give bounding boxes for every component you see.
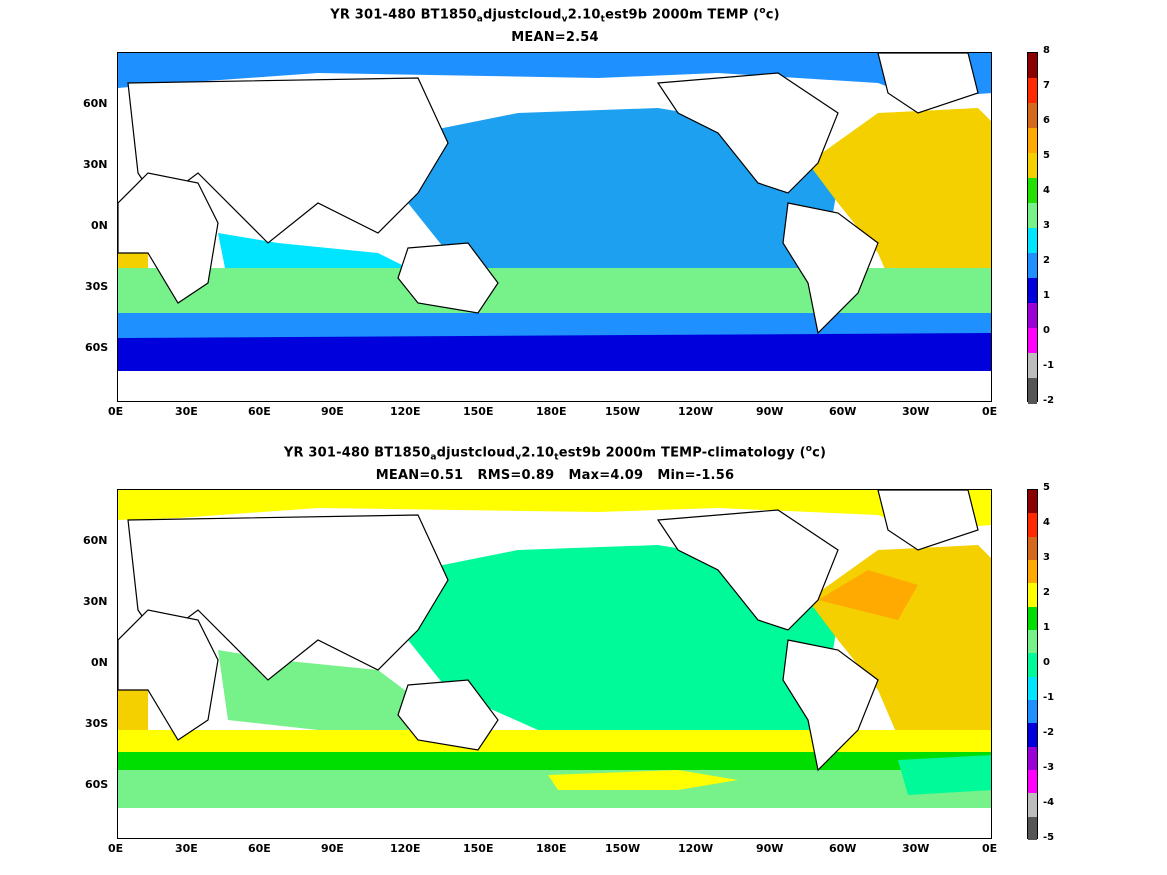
bottom-colorbar-segment [1028,630,1037,654]
bottom-x-tick: 60E [248,842,271,855]
top-colorbar-segment [1028,103,1037,129]
bottom-x-tick: 90W [756,842,784,855]
top-x-tick: 30E [175,405,198,418]
bottom-x-tick: 30E [175,842,198,855]
top-map-panel [117,52,992,402]
bottom-colorbar-label: -3 [1043,762,1055,773]
top-colorbar-segment [1028,128,1037,154]
top-colorbar [1027,52,1038,404]
top-colorbar-segment [1028,328,1037,354]
bottom-y-tick-60s: 60S [85,778,109,791]
bottom-colorbar-segment [1028,746,1037,771]
top-x-tick: 150W [605,405,641,418]
top-x-tick: 180E [536,405,567,418]
top-colorbar-label: 3 [1043,220,1050,231]
top-colorbar-segment [1028,353,1037,379]
top-y-tick-60s: 60S [85,341,109,354]
top-colorbar-label: 0 [1043,325,1050,336]
top-colorbar-label: -1 [1043,360,1055,371]
bottom-x-tick: 90E [321,842,344,855]
top-colorbar-label: 7 [1043,80,1050,91]
top-x-tick: 0E [108,405,124,418]
bottom-map-panel [117,489,992,839]
bottom-colorbar-segment [1028,560,1037,584]
bottom-x-tick: 0E [982,842,998,855]
bottom-x-tick: 120W [678,842,714,855]
top-colorbar-label: 2 [1043,255,1050,266]
bottom-y-tick-0n: 0N [91,656,108,669]
bottom-x-tick: 60W [829,842,857,855]
bottom-colorbar-segment [1028,793,1037,818]
bottom-colorbar-label: 3 [1043,552,1050,563]
bottom-y-tick-30s: 30S [85,717,109,730]
bottom-colorbar-segment [1028,536,1037,561]
bottom-colorbar-segment [1028,723,1037,748]
bottom-colorbar-label: 5 [1043,482,1050,493]
bottom-colorbar-label: 2 [1043,587,1050,598]
top-x-tick: 120E [390,405,421,418]
top-colorbar-segment [1028,178,1037,204]
top-y-tick-30s: 30S [85,280,109,293]
bottom-x-tick: 120E [390,842,421,855]
bottom-colorbar-segment [1028,606,1037,631]
bottom-colorbar [1027,489,1038,841]
top-x-tick: 60W [829,405,857,418]
bottom-colorbar-label: -5 [1043,832,1055,843]
top-x-tick: 30W [902,405,930,418]
top-x-tick: 0E [982,405,998,418]
bottom-x-tick: 150E [463,842,494,855]
bottom-x-tick: 150W [605,842,641,855]
top-map-title: YR 301-480 BT1850adjustcloudv2.10test9b … [330,6,780,25]
bottom-x-tick: 180E [536,842,567,855]
bottom-colorbar-segment [1028,816,1037,841]
bottom-colorbar-label: 1 [1043,622,1050,633]
top-colorbar-label: 8 [1043,45,1050,56]
top-x-tick: 60E [248,405,271,418]
top-y-tick-0n: 0N [91,219,108,232]
top-x-tick: 120W [678,405,714,418]
bottom-colorbar-segment [1028,513,1037,538]
top-colorbar-segment [1028,278,1037,304]
top-colorbar-label: 4 [1043,185,1050,196]
bottom-colorbar-segment [1028,770,1037,794]
top-colorbar-segment [1028,303,1037,329]
bottom-y-tick-30n: 30N [83,595,108,608]
top-x-tick: 150E [463,405,494,418]
bottom-colorbar-label: -2 [1043,727,1055,738]
bottom-colorbar-label: 0 [1043,657,1050,668]
top-colorbar-label: 1 [1043,290,1050,301]
bottom-colorbar-label: -4 [1043,797,1055,808]
top-colorbar-segment [1028,228,1037,254]
bottom-colorbar-label: -1 [1043,692,1055,703]
bottom-colorbar-label: 4 [1043,517,1050,528]
bottom-y-tick-60n: 60N [83,534,108,547]
bottom-colorbar-segment [1028,583,1037,608]
top-colorbar-segment [1028,203,1037,229]
top-map-stats: MEAN=2.54 [511,30,599,45]
top-colorbar-segment [1028,253,1037,279]
top-colorbar-segment [1028,378,1037,404]
top-colorbar-label: -2 [1043,395,1055,406]
bottom-map-stats: MEAN=0.51 RMS=0.89 Max=4.09 Min=-1.56 [375,468,735,483]
bottom-colorbar-segment [1028,490,1037,514]
top-colorbar-segment [1028,53,1037,79]
top-colorbar-segment [1028,153,1037,179]
bottom-colorbar-segment [1028,700,1037,724]
bottom-x-tick: 30W [902,842,930,855]
top-y-tick-60n: 60N [83,97,108,110]
top-colorbar-label: 5 [1043,150,1050,161]
top-colorbar-label: 6 [1043,115,1050,126]
bottom-colorbar-segment [1028,676,1037,701]
bottom-map-title: YR 301-480 BT1850adjustcloudv2.10test9b … [283,444,827,463]
bottom-colorbar-segment [1028,653,1037,678]
bottom-x-tick: 0E [108,842,124,855]
top-x-tick: 90W [756,405,784,418]
top-colorbar-segment [1028,78,1037,104]
top-x-tick: 90E [321,405,344,418]
top-y-tick-30n: 30N [83,158,108,171]
